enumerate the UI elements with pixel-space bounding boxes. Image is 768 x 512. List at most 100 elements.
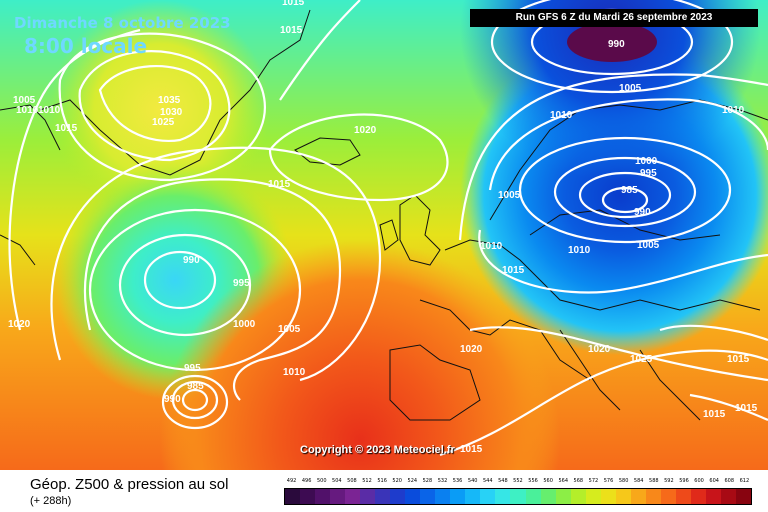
isobar-label: 990 bbox=[634, 207, 651, 218]
scale-label: 500 bbox=[316, 478, 327, 484]
isobar-label: 1020 bbox=[354, 125, 377, 136]
scale-swatch bbox=[420, 489, 436, 504]
legend-title: Géop. Z500 & pression au sol bbox=[30, 476, 229, 493]
color-scale-labels: 492 496 500 504 508 512 516 520 524 528 532 536 540 5… bbox=[284, 478, 752, 484]
scale-swatch bbox=[675, 489, 691, 504]
scale-label: 552 bbox=[513, 478, 523, 484]
isobar-label: 1015 bbox=[268, 179, 291, 190]
isobar-label: 1015 bbox=[502, 265, 525, 276]
low-center-north bbox=[567, 22, 657, 62]
scale-label: 588 bbox=[649, 478, 659, 484]
scale-label: 520 bbox=[392, 478, 402, 484]
isobar-label: 1000 bbox=[233, 319, 256, 330]
isobar-label: 1010 bbox=[16, 105, 39, 116]
color-scale-bar bbox=[284, 488, 752, 505]
scale-swatch bbox=[630, 489, 646, 504]
scale-label: 524 bbox=[407, 478, 418, 484]
scale-swatch bbox=[555, 489, 571, 504]
scale-swatch bbox=[525, 489, 541, 504]
isobar-label: 1010 bbox=[480, 241, 503, 252]
scale-label: 512 bbox=[362, 478, 372, 484]
scale-swatch bbox=[570, 489, 586, 504]
scale-swatch bbox=[600, 489, 616, 504]
isobar-label: 995 bbox=[184, 363, 201, 374]
isobar-label: 1020 bbox=[588, 344, 611, 355]
isobar-label: 995 bbox=[233, 278, 250, 289]
scale-label: 496 bbox=[301, 478, 312, 484]
scale-label: 576 bbox=[603, 478, 614, 484]
scale-swatch bbox=[615, 489, 631, 504]
isobar-label: 1010 bbox=[283, 367, 306, 378]
scale-swatch bbox=[585, 489, 601, 504]
scale-label: 548 bbox=[498, 478, 508, 484]
scale-label: 596 bbox=[679, 478, 689, 484]
scale-label: 540 bbox=[467, 478, 478, 484]
scale-label: 580 bbox=[618, 478, 629, 484]
isobar-label: 1005 bbox=[278, 324, 301, 335]
isobar-label: 990 bbox=[608, 39, 625, 50]
isobar-labels: 990 1005 1010 1000 995 985 990 1005 1010… bbox=[8, 0, 758, 455]
isobar-label: 1020 bbox=[8, 319, 31, 330]
isobar-label: 990 bbox=[164, 394, 181, 405]
isobar-label: 1025 bbox=[152, 117, 175, 128]
scale-swatch bbox=[345, 489, 361, 504]
forecast-date: Dimanche 8 octobre 2023 bbox=[14, 14, 231, 32]
run-banner: Run GFS 6 Z du Mardi 26 septembre 2023 bbox=[470, 9, 758, 27]
legend-panel: Géop. Z500 & pression au sol (+ 288h) 49… bbox=[0, 470, 768, 512]
scale-label: 492 bbox=[286, 478, 297, 484]
isobar-label: 1025 bbox=[630, 354, 653, 365]
scale-label: 504 bbox=[332, 478, 342, 484]
scale-swatch bbox=[390, 489, 406, 504]
scale-label: 508 bbox=[347, 478, 357, 484]
scale-label: 556 bbox=[528, 478, 538, 484]
isobar-label: 1035 bbox=[158, 95, 181, 106]
legend-subtitle: (+ 288h) bbox=[30, 495, 72, 507]
scale-swatch bbox=[705, 489, 721, 504]
scale-label: 564 bbox=[558, 478, 568, 484]
isobar-label: 1015 bbox=[55, 123, 78, 134]
scale-swatch bbox=[330, 489, 346, 504]
scale-label: 568 bbox=[573, 478, 584, 484]
isobar-label: 1015 bbox=[282, 0, 305, 8]
scale-label: 612 bbox=[739, 478, 750, 484]
scale-swatch bbox=[285, 489, 301, 504]
scale-swatch bbox=[450, 489, 466, 504]
isobar-label: 1005 bbox=[13, 95, 36, 106]
scale-swatch bbox=[645, 489, 661, 504]
scale-swatch bbox=[510, 489, 526, 504]
scale-label: 532 bbox=[437, 478, 448, 484]
isobar-label: 1010 bbox=[568, 245, 591, 256]
isobar-label: 1015 bbox=[703, 409, 726, 420]
scale-label: 536 bbox=[452, 478, 463, 484]
scale-swatch bbox=[375, 489, 391, 504]
scale-label: 592 bbox=[664, 478, 674, 484]
scale-swatch bbox=[495, 489, 511, 504]
scale-label: 600 bbox=[694, 478, 704, 484]
scale-label: 528 bbox=[422, 478, 433, 484]
isobar-label: 1010 bbox=[550, 110, 573, 121]
isobar-label: 1015 bbox=[280, 25, 303, 36]
isobar-label: 1005 bbox=[498, 190, 521, 201]
isobar-label: 1010 bbox=[38, 105, 61, 116]
scale-swatch bbox=[690, 489, 706, 504]
scale-swatch bbox=[720, 489, 736, 504]
isobar-label: 1005 bbox=[619, 83, 642, 94]
scale-swatch bbox=[435, 489, 451, 504]
scale-swatch bbox=[480, 489, 496, 504]
scale-swatch bbox=[360, 489, 376, 504]
scale-label: 544 bbox=[482, 478, 493, 484]
z500-pressure-map: 990 1005 1010 1000 995 985 990 1005 1010… bbox=[0, 0, 768, 470]
isobar-label: 985 bbox=[621, 185, 638, 196]
scale-swatch bbox=[660, 489, 676, 504]
scale-swatch bbox=[405, 489, 421, 504]
isobar-label: 985 bbox=[187, 381, 204, 392]
scale-label: 516 bbox=[377, 478, 387, 484]
scale-label: 608 bbox=[724, 478, 735, 484]
scale-swatch bbox=[300, 489, 316, 504]
isobar-label: 1015 bbox=[460, 444, 483, 455]
isobar-label: 1020 bbox=[460, 344, 483, 355]
scale-label: 604 bbox=[709, 478, 719, 484]
isobar-label: 1030 bbox=[160, 107, 183, 118]
isobar-label: 1010 bbox=[722, 105, 745, 116]
scale-swatch bbox=[540, 489, 556, 504]
